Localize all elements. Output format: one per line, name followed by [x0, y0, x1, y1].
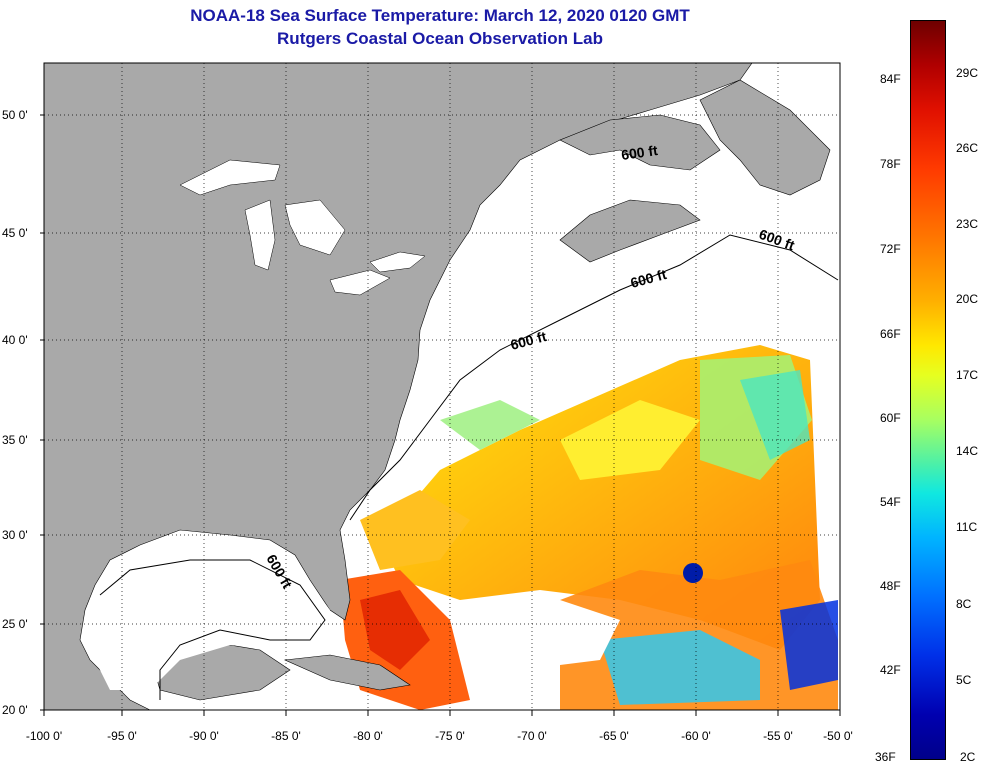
colorbar-c-14: 14C — [956, 444, 979, 458]
colorbar-c-17: 17C — [956, 368, 979, 382]
temperature-colorbar — [910, 20, 946, 760]
great-lakes — [179, 159, 426, 296]
lat-label-50: 50 0' — [2, 108, 28, 122]
lat-label-35: 35 0' — [2, 433, 28, 447]
map-frame — [43, 62, 841, 711]
lat-label-20: 20 0' — [2, 703, 28, 717]
lon-label-50: -50 0' — [823, 729, 853, 743]
colorbar-f-78: 78F — [880, 157, 901, 171]
colorbar-c-11: 11C — [956, 520, 978, 534]
graticule — [44, 63, 840, 710]
lat-label-30: 30 0' — [2, 528, 28, 542]
sst-data-overlay — [340, 345, 838, 710]
lon-label-75: -75 0' — [435, 729, 465, 743]
colorbar-c-5: 5C — [956, 673, 972, 687]
lon-label-80: -80 0' — [353, 729, 383, 743]
lon-label-65: -65 0' — [599, 729, 629, 743]
lat-label-25: 25 0' — [2, 617, 28, 631]
lon-label-100: -100 0' — [26, 729, 62, 743]
colorbar-f-84: 84F — [880, 72, 901, 86]
colorbar-c-26: 26C — [956, 141, 979, 155]
lon-label-90: -90 0' — [189, 729, 219, 743]
colorbar-f-72: 72F — [880, 242, 901, 256]
contour-label-1: 600 ft — [620, 142, 659, 163]
map-subtitle: Rutgers Coastal Ocean Observation Lab — [277, 29, 603, 48]
depth-contour-600ft — [99, 234, 839, 700]
lon-label-60: -60 0' — [681, 729, 711, 743]
map-title: NOAA-18 Sea Surface Temperature: March 1… — [190, 6, 690, 25]
colorbar-f-60: 60F — [880, 411, 901, 425]
colorbar-f-48: 48F — [880, 579, 901, 593]
lon-label-95: -95 0' — [107, 729, 137, 743]
colorbar-c-20: 20C — [956, 292, 979, 306]
colorbar-f-66: 66F — [880, 327, 901, 341]
gulf-of-mexico — [90, 545, 330, 690]
colorbar-c-2: 2C — [960, 750, 976, 764]
lon-label-85: -85 0' — [271, 729, 301, 743]
colorbar-c-8: 8C — [956, 597, 972, 611]
colorbar-f-54: 54F — [880, 495, 901, 509]
colorbar-c-29: 29C — [956, 66, 979, 80]
axis-ticks — [40, 114, 841, 716]
colorbar-c-23: 23C — [956, 217, 979, 231]
lon-label-70: -70 0' — [517, 729, 547, 743]
colorbar-f-42: 42F — [880, 663, 901, 677]
lat-label-45: 45 0' — [2, 226, 28, 240]
lon-label-55: -55 0' — [763, 729, 793, 743]
colorbar-f-36: 36F — [875, 750, 896, 764]
lat-label-40: 40 0' — [2, 333, 28, 347]
